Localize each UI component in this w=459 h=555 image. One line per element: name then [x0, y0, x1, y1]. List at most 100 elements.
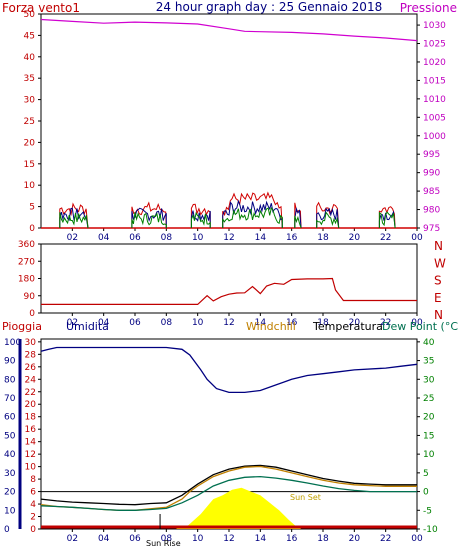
wind-ticks: 0 5 10 15 20 25 30 35 40 45 50: [24, 10, 41, 234]
wind-avg-line: [378, 211, 396, 229]
temperature-tick-label: 25: [423, 394, 434, 404]
wind-speed-line: [131, 207, 167, 228]
rain-tick-label: 2: [30, 513, 36, 523]
compass-label: E: [434, 291, 442, 305]
x-axis-ticks-1: 02 04 06 08 10 12 14 16 18 20 22 00: [67, 228, 423, 243]
temperature-ticks: -10 -5 0 5 10 15 20 25 30 35 40: [417, 338, 438, 535]
pressure-tick-label: 985: [423, 187, 440, 197]
direction-tick-label: 180: [18, 275, 35, 285]
temperature-series: [40, 346, 418, 529]
rain-axis-label: Pioggia: [2, 320, 42, 333]
wind-tick-label: 0: [29, 224, 35, 234]
temperature-tick-label: 0: [423, 488, 429, 498]
x-tick-label: 08: [161, 233, 173, 243]
gust-line: [190, 203, 211, 228]
wind-tick-label: 10: [24, 181, 36, 191]
compass-label: N: [434, 239, 443, 253]
rain-tick-label: 10: [25, 463, 37, 473]
wind-avg-line: [316, 211, 340, 229]
humidity-tick-label: 70: [4, 394, 16, 404]
x-tick-label: 02: [67, 233, 78, 243]
x-tick-label: 18: [317, 233, 329, 243]
humidity-tick-label: 40: [4, 450, 16, 460]
gust-line: [316, 201, 340, 229]
x-tick-label: 08: [161, 318, 173, 328]
sunset-label: Sun Set: [290, 493, 321, 502]
pressure-ticks: 975 980 985 990 995 1000 1005 1010 1015 1020 1025 1…: [417, 21, 446, 234]
rain-tick-label: 24: [25, 375, 37, 385]
solar-area: [175, 487, 302, 529]
temperature-tick-label: 20: [423, 413, 435, 423]
compass-label: W: [434, 256, 446, 270]
x-tick-label: 20: [349, 233, 361, 243]
x-tick-label: 06: [129, 318, 141, 328]
pressure-tick-label: 1025: [423, 40, 446, 50]
rain-tick-label: 22: [25, 388, 36, 398]
wind-avg-line: [59, 212, 89, 229]
x-tick-label: 06: [129, 233, 141, 243]
x-tick-label: 14: [255, 318, 267, 328]
x-tick-label: 12: [223, 233, 234, 243]
direction-tick-label: 90: [24, 292, 36, 302]
compass-label: S: [434, 274, 442, 288]
temperature-tick-label: -10: [423, 525, 438, 535]
x-tick-label: 20: [349, 318, 361, 328]
direction-tick-label: 360: [18, 240, 35, 250]
direction-line: [41, 277, 417, 305]
x-axis-ticks-3: 02 04 06 08 10 12 14 16 18 20 22 00: [67, 529, 423, 544]
x-tick-label: 00: [411, 233, 423, 243]
humidity-ticks: 0 10 20 30 40 50 60 70 80 90 100: [4, 338, 22, 535]
temperature-tick-label: -5: [423, 506, 432, 516]
direction-degree-ticks: 0 90 180 270 360: [18, 240, 41, 319]
rain-tick-label: 18: [25, 413, 37, 423]
humidity-line: [40, 346, 418, 394]
humidity-tick-label: 80: [4, 375, 16, 385]
wind-tick-label: 50: [24, 10, 36, 20]
x-tick-label: 04: [98, 318, 110, 328]
wind-tick-label: 25: [24, 117, 35, 127]
x-tick-label: 04: [98, 534, 110, 544]
gust-line: [59, 202, 89, 229]
humidity-tick-label: 90: [4, 357, 16, 367]
chart-title: 24 hour graph day : 25 Gennaio 2018: [156, 0, 382, 14]
wind-tick-label: 35: [24, 74, 35, 84]
rain-tick-label: 4: [30, 500, 36, 510]
x-tick-label: 16: [286, 534, 298, 544]
temperature-tick-label: 30: [423, 375, 435, 385]
pressure-tick-label: 990: [423, 169, 440, 179]
x-tick-label: 16: [286, 318, 298, 328]
x-tick-label: 00: [411, 318, 423, 328]
humidity-tick-label: 30: [4, 469, 16, 479]
direction-tick-label: 0: [29, 309, 35, 319]
pressure-tick-label: 980: [423, 206, 440, 216]
wind-avg-line: [190, 211, 211, 228]
x-tick-label: 10: [192, 233, 204, 243]
humidity-tick-label: 100: [4, 338, 21, 348]
humidity-tick-label: 20: [4, 488, 16, 498]
humidity-tick-label: 50: [4, 431, 16, 441]
x-tick-label: 00: [411, 534, 423, 544]
x-tick-label: 12: [223, 534, 234, 544]
rain-tick-label: 0: [30, 525, 36, 535]
rain-tick-label: 28: [25, 350, 37, 360]
wind-tick-label: 45: [24, 31, 35, 41]
x-tick-label: 18: [317, 534, 329, 544]
humidity-tick-label: 60: [4, 413, 16, 423]
humidity-tick-label: 0: [4, 525, 10, 535]
wind-pressure-plot-area: [40, 13, 418, 229]
pressure-tick-label: 1000: [423, 132, 446, 142]
gust-line: [222, 191, 283, 229]
pressure-line: [40, 18, 418, 42]
x-tick-label: 16: [286, 233, 298, 243]
pressure-tick-label: 975: [423, 224, 440, 234]
wind-speed-line: [59, 207, 89, 229]
pressure-tick-label: 995: [423, 150, 440, 160]
pressure-tick-label: 1010: [423, 95, 446, 105]
x-tick-label: 18: [317, 318, 329, 328]
humidity-tick-label: 10: [4, 506, 16, 516]
x-tick-label: 02: [67, 318, 78, 328]
direction-tick-label: 270: [18, 257, 35, 267]
x-axis-ticks-2: 02 04 06 08 10 12 14 16 18 20 22 00: [67, 313, 423, 328]
